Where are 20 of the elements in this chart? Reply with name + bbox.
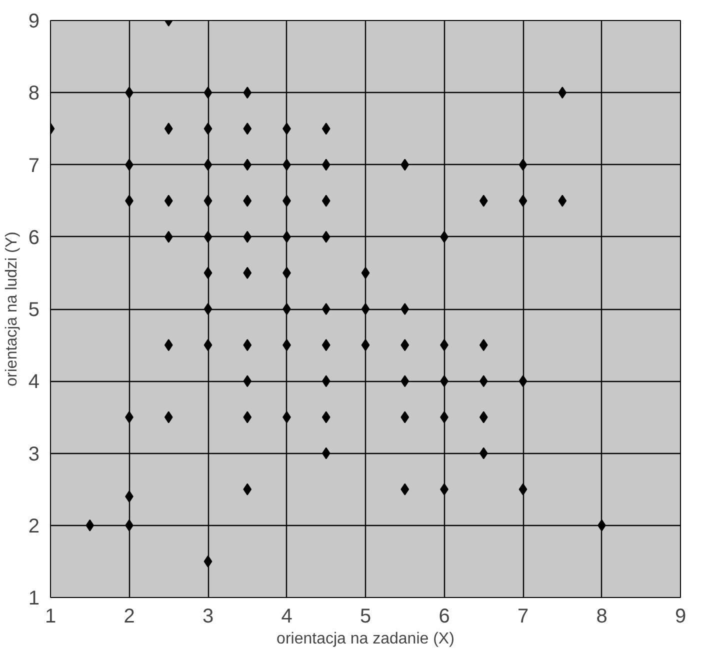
y-tick-label: 1 bbox=[28, 588, 40, 610]
y-tick-label: 3 bbox=[28, 443, 40, 466]
x-tick-label: 6 bbox=[438, 606, 450, 628]
x-tick-label: 9 bbox=[674, 606, 686, 628]
y-tick-label: 7 bbox=[28, 154, 40, 177]
x-tick-label: 7 bbox=[517, 606, 529, 628]
x-tick-label: 1 bbox=[44, 606, 56, 628]
y-tick-label: 5 bbox=[28, 299, 40, 321]
y-tick-label: 4 bbox=[28, 371, 40, 394]
x-tick-label: 3 bbox=[202, 606, 214, 628]
y-tick-label: 2 bbox=[28, 515, 40, 538]
y-tick-label: 6 bbox=[28, 226, 40, 249]
x-tick-label: 2 bbox=[124, 606, 135, 628]
x-tick-label: 4 bbox=[281, 606, 292, 628]
y-tick-label: 9 bbox=[28, 10, 40, 32]
x-tick-label: 8 bbox=[596, 606, 608, 628]
x-axis-title: orientacja na zadanie (X) bbox=[276, 630, 454, 648]
y-tick-label: 8 bbox=[28, 82, 40, 105]
y-axis-title: orientacja na ludzi (Y) bbox=[3, 232, 20, 386]
x-tick-label: 5 bbox=[360, 606, 372, 628]
